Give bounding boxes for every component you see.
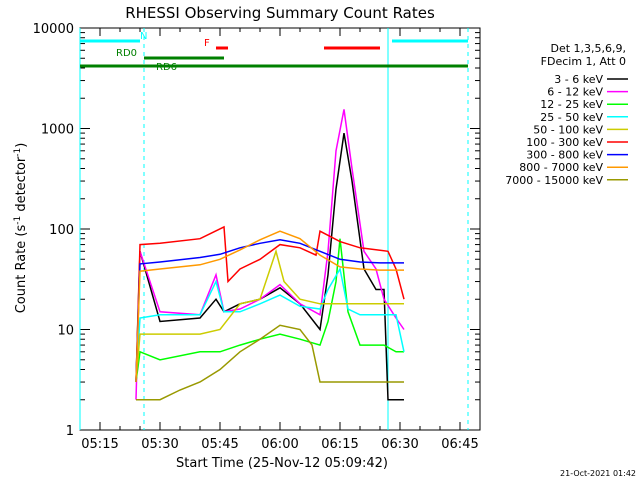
legend-label: 25 - 50 keV	[540, 111, 603, 124]
x-tick-label: 06:00	[261, 437, 298, 452]
x-tick-label: 06:30	[381, 437, 418, 452]
flag-label-rd6: RD6	[156, 62, 177, 73]
x-tick-label: 06:45	[441, 437, 478, 452]
chart-title: RHESSI Observing Summary Count Rates	[125, 4, 435, 22]
series-line	[135, 239, 404, 383]
legend-label: 100 - 300 keV	[526, 136, 603, 149]
flag-bars: N F RD0 RD6	[80, 31, 468, 73]
series-line	[135, 248, 404, 383]
plot-frame	[79, 27, 481, 431]
flag-label-f: F	[204, 38, 210, 49]
legend-header-2: FDecim 1, Att 0	[541, 55, 626, 68]
x-tick-label: 05:15	[81, 437, 118, 452]
y-tick-label: 10	[57, 324, 74, 339]
legend-label: 3 - 6 keV	[554, 73, 603, 86]
x-tick-label: 05:45	[201, 437, 238, 452]
legend-label: 800 - 7000 keV	[519, 161, 603, 174]
x-axis-label: Start Time (25-Nov-12 05:09:42)	[176, 456, 388, 471]
legend-header-1: Det 1,3,5,6,9,	[550, 42, 626, 55]
x-tick-label: 05:30	[141, 437, 178, 452]
series-line	[135, 230, 404, 383]
flag-label-rd0: RD0	[116, 48, 137, 59]
legend-label: 300 - 800 keV	[526, 149, 603, 162]
series-lines	[135, 109, 405, 401]
series-line	[135, 225, 405, 383]
y-axis-ticks: 1 10 100 1000 10000	[33, 22, 480, 439]
timestamp: 21-Oct-2021 01:42	[560, 469, 636, 478]
x-tick-label: 06:15	[321, 437, 358, 452]
y-tick-label: 10000	[33, 22, 74, 37]
series-line	[136, 324, 404, 401]
series-line	[135, 132, 404, 401]
y-axis-label-exp-2: -1	[13, 148, 23, 157]
legend-label: 50 - 100 keV	[533, 123, 603, 136]
legend-label: 12 - 25 keV	[540, 98, 603, 111]
legend-label: 6 - 12 keV	[547, 86, 603, 99]
y-tick-label: 1	[66, 424, 74, 439]
y-axis-label-part-3: )	[14, 143, 29, 148]
legend: Det 1,3,5,6,9, FDecim 1, Att 0 3 - 6 keV…	[505, 42, 628, 187]
y-axis-label-part-2: detector	[14, 156, 29, 216]
y-axis-label-exp-1: -1	[13, 216, 23, 225]
legend-label: 7000 - 15000 keV	[505, 174, 603, 187]
series-line	[135, 266, 405, 383]
vertical-markers	[79, 28, 469, 430]
y-tick-label: 100	[49, 223, 74, 238]
y-axis-label-part-1: Count Rate (s	[14, 225, 29, 314]
x-axis-ticks: 05:15 05:30 05:45 06:00 06:15 06:30 06:45	[79, 28, 481, 452]
y-tick-label: 1000	[41, 123, 74, 138]
flag-label-n: N	[140, 31, 147, 42]
y-axis-label: Count Rate (s-1 detector-1)	[13, 143, 29, 314]
